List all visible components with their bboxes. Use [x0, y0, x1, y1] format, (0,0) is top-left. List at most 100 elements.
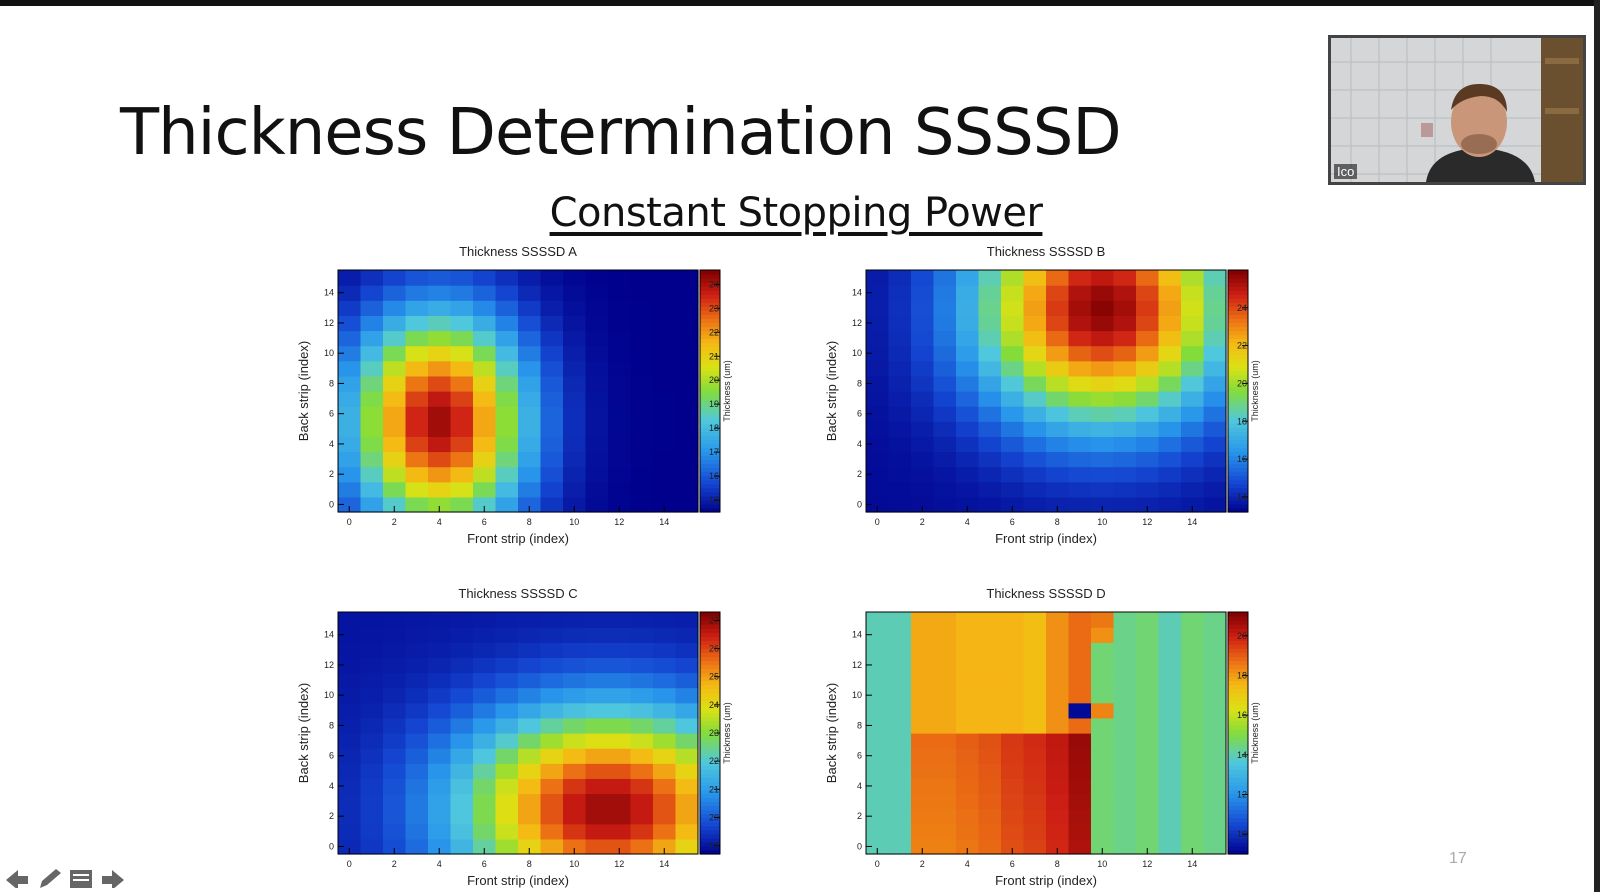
colorbar-segment [1228, 354, 1248, 360]
heatmap-cell [1136, 793, 1160, 810]
colorbar-segment [700, 728, 720, 734]
heatmap-cell [1203, 300, 1227, 316]
colorbar-segment [1228, 439, 1248, 445]
heatmap-cell [978, 793, 1002, 810]
heatmap-cell [585, 612, 609, 628]
heatmap-cell [653, 270, 677, 286]
colorbar-segment [1228, 688, 1248, 694]
x-tick-label: 2 [920, 517, 925, 527]
heatmap-cell [675, 481, 699, 498]
heatmap-cell [978, 270, 1002, 286]
heatmap-cell [360, 360, 384, 377]
colorbar-segment [700, 382, 720, 388]
heatmap-cell [1001, 285, 1025, 301]
colorbar-segment [1228, 644, 1248, 649]
heatmap-cell [585, 748, 609, 764]
heatmap-cell [978, 375, 1002, 392]
x-tick-label: 8 [1055, 517, 1060, 527]
heatmap-cell [653, 733, 677, 749]
y-tick-label: 10 [852, 690, 862, 700]
heatmap-cell [1158, 451, 1182, 468]
heatmap-cell [1023, 481, 1047, 498]
colorbar-segment [700, 664, 720, 670]
heatmap-cell [1023, 315, 1047, 332]
colorbar-segment [1228, 491, 1248, 497]
notes-icon[interactable] [68, 868, 94, 892]
arrow-left-icon[interactable] [4, 868, 30, 892]
colorbar-segment [1228, 463, 1248, 469]
heatmap-cell [1068, 466, 1092, 483]
heatmap-cell [450, 612, 474, 628]
heatmap-cell [608, 406, 632, 422]
heatmap-cell [473, 748, 497, 764]
colorbar-segment [1228, 640, 1248, 645]
heatmap-cell [1001, 300, 1025, 316]
heatmap-cell [956, 763, 980, 779]
heatmap-cell [338, 375, 362, 392]
heatmap-cell [563, 702, 587, 719]
colorbar-segment [1228, 789, 1248, 795]
heatmap-cell [608, 763, 632, 779]
heatmap-cell [405, 481, 429, 498]
heatmap-cell [360, 823, 384, 840]
heatmap-cell [338, 466, 362, 483]
colorbar-segment [1228, 765, 1248, 770]
chart-title: Thickness SSSSD A [459, 244, 577, 259]
y-tick-label: 10 [324, 348, 334, 358]
x-tick-label: 0 [875, 517, 880, 527]
colorbar-segment [700, 378, 720, 384]
heatmap-cell [428, 687, 452, 704]
heatmap-cell [1023, 657, 1047, 674]
colorbar-segment [1228, 753, 1248, 758]
heatmap-cell [978, 823, 1002, 840]
heatmap-cell [338, 763, 362, 779]
heatmap-cell [1001, 702, 1025, 719]
colorbar-segment [1228, 728, 1248, 734]
colorbar-segment [1228, 282, 1248, 287]
heatmap-cell [428, 808, 452, 825]
heatmap-cell [630, 315, 654, 332]
heatmap-cell [608, 285, 632, 301]
heatmap-cell [1136, 466, 1160, 483]
heatmap-cell [563, 285, 587, 301]
heatmap-cell [1023, 808, 1047, 825]
heatmap-cell [1046, 391, 1070, 407]
arrow-right-icon[interactable] [100, 868, 126, 892]
heatmap-cell [473, 436, 497, 453]
heatmap-cell [608, 627, 632, 643]
heatmap-cell [1136, 391, 1160, 407]
heatmap-cell [1068, 808, 1092, 825]
heatmap-cell [405, 717, 429, 734]
heatmap-cell [1181, 642, 1205, 658]
heatmap-cell [428, 345, 452, 362]
heatmap-cell [911, 748, 935, 764]
heatmap-cell [630, 717, 654, 734]
heatmap-cell [911, 702, 935, 719]
heatmap-cell [1113, 687, 1137, 704]
heatmap-cell [653, 763, 677, 779]
colorbar-segment [700, 318, 720, 324]
heatmap-cell [338, 481, 362, 498]
colorbar-segment [700, 676, 720, 682]
colorbar-segment [700, 668, 720, 674]
colorbar-segment [1228, 632, 1248, 637]
heatmap-cell [1091, 300, 1115, 316]
heatmap-cell [473, 466, 497, 483]
x-tick-label: 6 [482, 859, 487, 869]
colorbar-segment [1228, 407, 1248, 412]
heatmap-cell [1091, 421, 1115, 437]
video-thumbnail[interactable]: Ico [1328, 35, 1586, 185]
x-tick-label: 2 [392, 859, 397, 869]
heatmap-cell [933, 763, 957, 779]
heatmap-cell [585, 687, 609, 704]
heatmap-cell [1023, 330, 1047, 347]
heatmap-cell [1136, 702, 1160, 719]
heatmap-cell [888, 451, 912, 468]
pen-icon[interactable] [36, 868, 62, 892]
heatmap-cell [933, 375, 957, 392]
y-tick-label: 12 [852, 318, 862, 328]
colorbar-segment [700, 463, 720, 469]
colorbar-segment [1228, 660, 1248, 666]
y-tick-label: 12 [324, 318, 334, 328]
heatmap-cell [608, 451, 632, 468]
